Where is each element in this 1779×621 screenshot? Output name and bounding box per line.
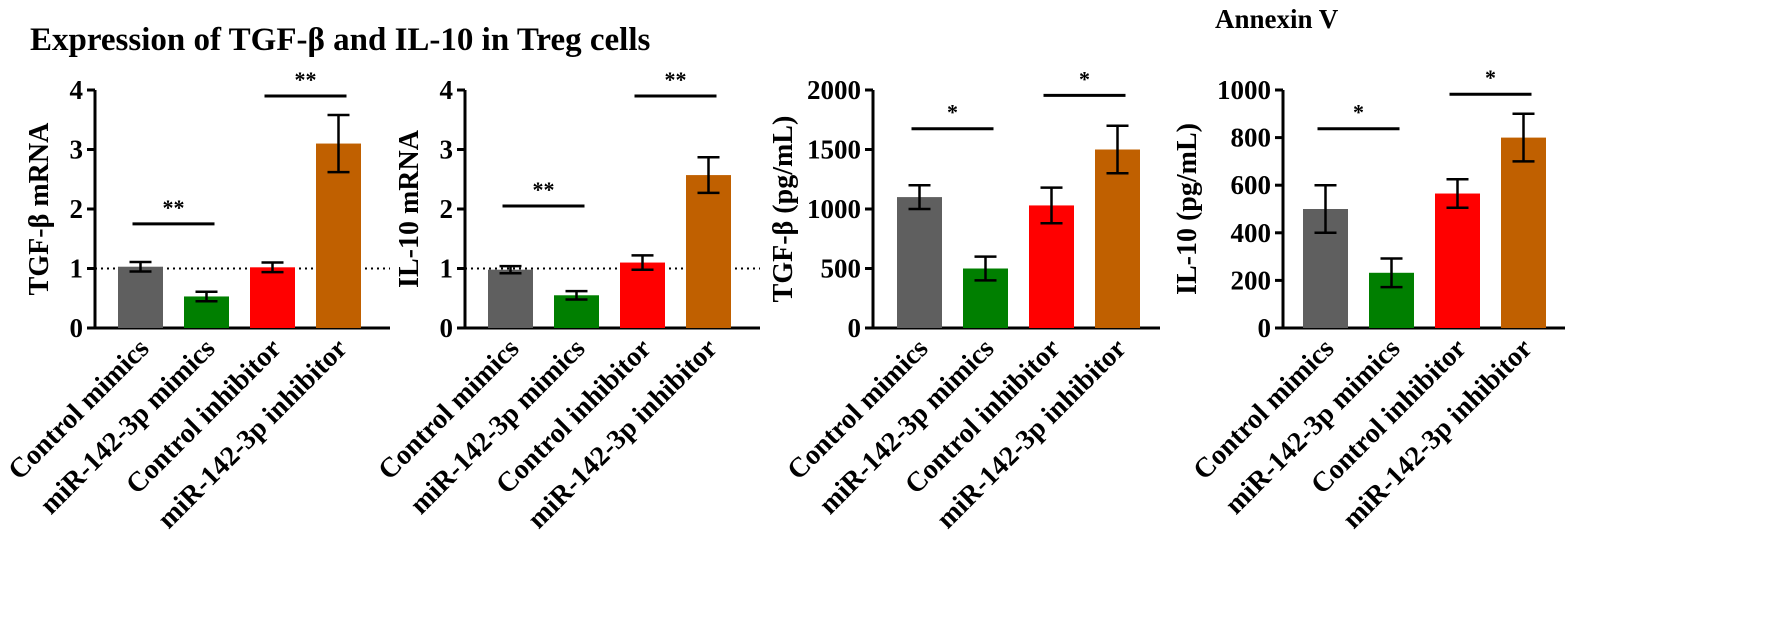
bar bbox=[1095, 149, 1140, 328]
significance-label: * bbox=[1079, 66, 1090, 91]
bar bbox=[686, 175, 731, 328]
y-tick-label: 1 bbox=[440, 254, 454, 284]
y-tick-label: 1 bbox=[70, 254, 84, 284]
y-tick-label: 1500 bbox=[807, 135, 861, 165]
bar bbox=[488, 269, 533, 328]
bar bbox=[250, 267, 295, 328]
bar bbox=[1501, 137, 1546, 328]
y-tick-label: 0 bbox=[440, 313, 454, 343]
y-tick-label: 0 bbox=[848, 313, 862, 343]
y-tick-label: 1000 bbox=[807, 194, 861, 224]
y-tick-label: 400 bbox=[1231, 218, 1272, 248]
significance-label: ** bbox=[533, 177, 555, 202]
y-tick-label: 500 bbox=[821, 254, 862, 284]
y-tick-label: 2 bbox=[70, 194, 84, 224]
significance-label: ** bbox=[295, 67, 317, 92]
y-tick-label: 3 bbox=[440, 135, 454, 165]
y-tick-label: 2000 bbox=[807, 75, 861, 105]
bar bbox=[316, 143, 361, 328]
y-axis-label: IL-10 mRNA bbox=[394, 129, 425, 288]
y-tick-label: 2 bbox=[440, 194, 454, 224]
bar bbox=[620, 262, 665, 328]
y-tick-label: 200 bbox=[1231, 265, 1272, 295]
y-tick-label: 4 bbox=[440, 75, 454, 105]
bar bbox=[554, 295, 599, 328]
y-axis-label: IL-10 (pg/mL) bbox=[1172, 123, 1203, 295]
y-tick-label: 3 bbox=[70, 135, 84, 165]
y-tick-label: 4 bbox=[70, 75, 84, 105]
y-tick-label: 0 bbox=[70, 313, 84, 343]
bar bbox=[897, 197, 942, 328]
significance-label: * bbox=[1485, 65, 1496, 90]
y-axis-label: TGF-β mRNA bbox=[24, 122, 55, 295]
bar bbox=[118, 266, 163, 328]
significance-label: ** bbox=[163, 195, 185, 220]
significance-label: ** bbox=[665, 67, 687, 92]
significance-label: * bbox=[947, 100, 958, 125]
y-tick-label: 1000 bbox=[1217, 75, 1271, 105]
y-tick-label: 800 bbox=[1231, 123, 1272, 153]
annexin-label: Annexin V bbox=[1215, 4, 1339, 34]
figure-title: Expression of TGF-β and IL-10 in Treg ce… bbox=[30, 22, 650, 59]
y-tick-label: 600 bbox=[1231, 170, 1272, 200]
y-tick-label: 0 bbox=[1258, 313, 1272, 343]
bar bbox=[1029, 205, 1074, 328]
figure-title-text: Expression of TGF-β and IL-10 in Treg ce… bbox=[30, 22, 651, 58]
bar bbox=[1435, 193, 1480, 328]
significance-label: * bbox=[1353, 100, 1364, 125]
y-axis-label: TGF-β (pg/mL) bbox=[768, 116, 799, 303]
